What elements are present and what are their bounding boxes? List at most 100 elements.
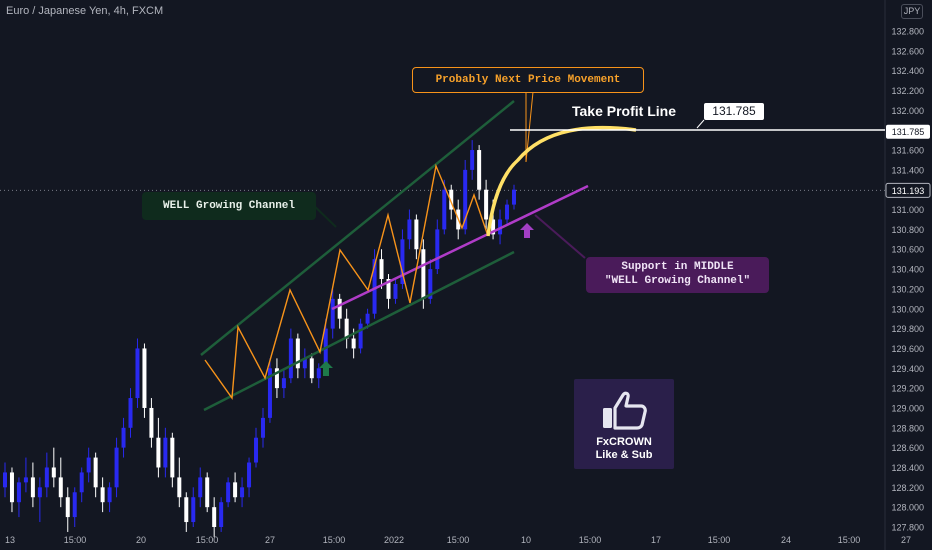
price-axis[interactable]: 132.800132.600132.400132.200132.000131.8… bbox=[891, 27, 924, 533]
candle-body bbox=[149, 407, 154, 438]
price-tick-label: 129.000 bbox=[891, 403, 924, 413]
time-tick-label: 17 bbox=[651, 535, 661, 545]
support-callout-line1: Support in MIDDLE bbox=[621, 261, 734, 273]
price-tick-label: 128.200 bbox=[891, 483, 924, 493]
candle-body bbox=[414, 219, 419, 250]
time-tick-label: 13 bbox=[5, 535, 15, 545]
candle-body bbox=[191, 497, 196, 523]
candle-body bbox=[386, 279, 391, 299]
badge-line1: FxCROWN bbox=[596, 436, 652, 448]
candle-body bbox=[219, 502, 224, 527]
candle-body bbox=[198, 477, 203, 498]
price-tick-label: 131.600 bbox=[891, 146, 924, 156]
time-tick-label: 10 bbox=[521, 535, 531, 545]
candle-body bbox=[484, 189, 489, 220]
price-tick-label: 132.800 bbox=[891, 27, 924, 37]
candle-body bbox=[121, 427, 126, 448]
time-axis[interactable]: 13 15:00 20 15:00 27 15:00 2022 15:00 10 15:00 17 1… bbox=[5, 535, 911, 545]
take-profit-label: Take Profit Line bbox=[572, 103, 676, 119]
candle-body bbox=[365, 313, 370, 324]
symbol-title: Euro / Japanese Yen, 4h, FXCM bbox=[6, 5, 164, 17]
candle-body bbox=[65, 497, 70, 518]
price-tick-label: 128.000 bbox=[891, 503, 924, 513]
candle-body bbox=[477, 150, 482, 190]
candle-body bbox=[295, 338, 300, 369]
candle-body bbox=[37, 487, 42, 498]
candle-body bbox=[512, 189, 516, 205]
candle-body bbox=[205, 477, 210, 508]
projected-price-path[interactable] bbox=[486, 125, 637, 237]
candle-body bbox=[107, 487, 112, 503]
take-profit-price-tag-label: 131.785 bbox=[892, 127, 925, 137]
price-tick-label: 130.800 bbox=[891, 225, 924, 235]
last-price-tag[interactable] bbox=[885, 182, 931, 198]
channel-callout[interactable]: WELL Growing Channel bbox=[142, 192, 316, 220]
time-tick-label: 15:00 bbox=[323, 535, 346, 545]
take-profit-value-box[interactable]: 131.785 bbox=[704, 103, 764, 120]
candle-body bbox=[407, 219, 412, 240]
candle-body bbox=[30, 477, 35, 498]
candle-body bbox=[114, 447, 119, 488]
candle-body bbox=[44, 467, 49, 488]
support-callout[interactable]: Support in MIDDLE "WELL Growing Channel" bbox=[586, 257, 769, 293]
candle-body bbox=[393, 283, 398, 299]
candle-body bbox=[163, 437, 168, 468]
candle-body bbox=[274, 368, 279, 389]
time-tick-label: 15:00 bbox=[708, 535, 731, 545]
candle-body bbox=[184, 497, 189, 523]
take-profit-label-connector bbox=[696, 119, 705, 129]
candle-body bbox=[9, 472, 14, 503]
price-tick-label: 129.800 bbox=[891, 324, 924, 334]
support-callout-connector bbox=[534, 214, 586, 259]
currency-badge[interactable]: JPY bbox=[901, 4, 923, 19]
price-tick-label: 130.600 bbox=[891, 245, 924, 255]
fxcrown-badge[interactable]: FxCROWN Like & Sub bbox=[574, 379, 674, 469]
candle-body bbox=[240, 487, 245, 498]
price-tick-label: 131.400 bbox=[891, 165, 924, 175]
candle-body bbox=[505, 204, 510, 220]
candle-body bbox=[16, 482, 21, 503]
support-callout-line2: "WELL Growing Channel" bbox=[604, 275, 751, 287]
candle-body bbox=[79, 472, 84, 493]
price-markers: 131.785 131.193 bbox=[885, 124, 931, 198]
green-up-arrow-icon bbox=[319, 361, 333, 376]
thumbs-up-icon bbox=[603, 391, 647, 430]
time-tick-label: 24 bbox=[781, 535, 791, 545]
candle-body bbox=[156, 437, 161, 468]
candle-body bbox=[435, 229, 440, 270]
next-move-callout[interactable]: Probably Next Price Movement bbox=[412, 67, 644, 93]
candle-body bbox=[177, 477, 182, 498]
price-tick-label: 129.600 bbox=[891, 344, 924, 354]
candle-body bbox=[260, 417, 265, 438]
price-axis-background bbox=[885, 0, 932, 550]
candle-body bbox=[58, 477, 63, 498]
candle-body bbox=[400, 239, 405, 284]
candle-body bbox=[23, 477, 28, 483]
time-tick-label: 15:00 bbox=[447, 535, 470, 545]
last-price-tag-label: 131.193 bbox=[892, 186, 925, 196]
candle-body bbox=[491, 219, 496, 235]
zigzag-pattern-line[interactable] bbox=[204, 163, 489, 400]
price-tick-label: 132.400 bbox=[891, 66, 924, 76]
time-tick-label: 27 bbox=[265, 535, 275, 545]
candle-body bbox=[281, 378, 286, 389]
take-profit-price-tag[interactable] bbox=[886, 124, 930, 139]
candle-body bbox=[337, 298, 342, 319]
channel-upper-line[interactable] bbox=[200, 100, 515, 356]
candle-body bbox=[358, 323, 363, 349]
support-middle-line[interactable] bbox=[331, 184, 589, 311]
candle-body bbox=[226, 482, 231, 503]
price-tick-label: 132.200 bbox=[891, 86, 924, 96]
price-tick-label: 130.000 bbox=[891, 304, 924, 314]
channel-lower-line[interactable] bbox=[203, 250, 515, 412]
price-tick-label: 132.000 bbox=[891, 106, 924, 116]
candle-body bbox=[470, 150, 475, 170]
candle-body bbox=[128, 398, 133, 428]
price-tick-label: 130.200 bbox=[891, 284, 924, 294]
candle-body bbox=[442, 189, 447, 230]
candle-body bbox=[449, 189, 454, 210]
price-tick-label: 128.400 bbox=[891, 463, 924, 473]
candle-body bbox=[254, 437, 259, 463]
price-tick-label: 128.600 bbox=[891, 443, 924, 453]
